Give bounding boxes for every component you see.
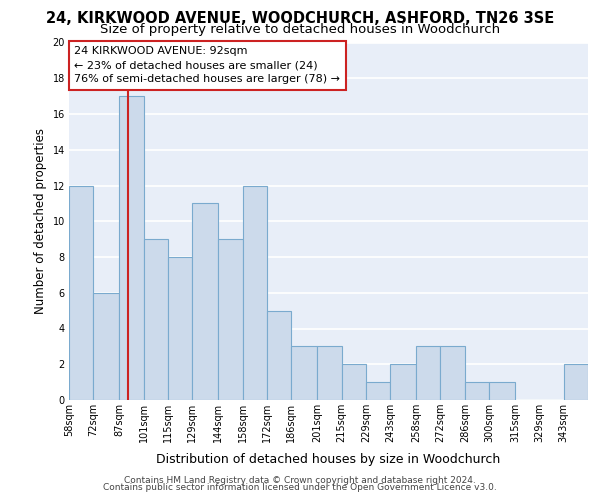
Text: 24, KIRKWOOD AVENUE, WOODCHURCH, ASHFORD, TN26 3SE: 24, KIRKWOOD AVENUE, WOODCHURCH, ASHFORD… (46, 11, 554, 26)
Bar (168, 257, 192, 400)
Bar (440, 346, 465, 400)
Bar (563, 364, 588, 400)
Bar (192, 204, 218, 400)
Bar (489, 382, 515, 400)
Text: 24 KIRKWOOD AVENUE: 92sqm
← 23% of detached houses are smaller (24)
76% of semi-: 24 KIRKWOOD AVENUE: 92sqm ← 23% of detac… (74, 46, 340, 84)
Bar (119, 96, 143, 400)
Text: Size of property relative to detached houses in Woodchurch: Size of property relative to detached ho… (100, 22, 500, 36)
Text: Contains HM Land Registry data © Crown copyright and database right 2024.: Contains HM Land Registry data © Crown c… (124, 476, 476, 485)
Y-axis label: Number of detached properties: Number of detached properties (34, 128, 47, 314)
Bar (465, 382, 489, 400)
Bar (341, 364, 366, 400)
Bar (143, 239, 168, 400)
Bar (291, 346, 317, 400)
Bar (390, 364, 416, 400)
Bar (416, 346, 440, 400)
Bar (366, 382, 390, 400)
Bar (317, 346, 341, 400)
Bar (69, 186, 94, 400)
Bar (267, 310, 291, 400)
Bar (242, 186, 267, 400)
Bar (218, 239, 242, 400)
X-axis label: Distribution of detached houses by size in Woodchurch: Distribution of detached houses by size … (157, 454, 500, 466)
Bar (94, 292, 119, 400)
Text: Contains public sector information licensed under the Open Government Licence v3: Contains public sector information licen… (103, 484, 497, 492)
